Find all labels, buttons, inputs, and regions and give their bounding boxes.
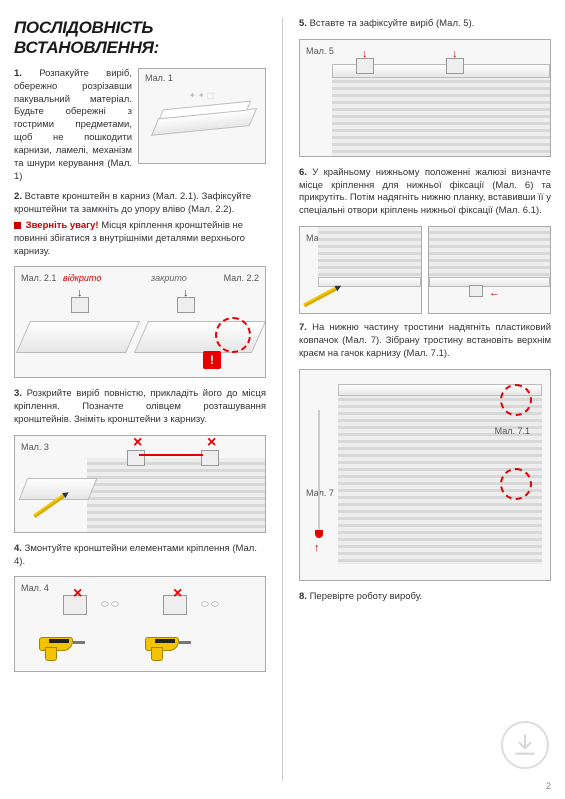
step-6-text: 6. У крайньому нижньому положенні жалюзі… — [299, 167, 551, 218]
alert-icon: ! — [203, 351, 221, 369]
step-7-body: На нижню частину тростини надягніть плас… — [299, 322, 551, 359]
step-1-num: 1. — [14, 68, 22, 79]
bracket-3a — [127, 450, 145, 466]
step-8: 8. Перевірте роботу виробу. — [299, 591, 551, 604]
detail-71b — [500, 468, 532, 500]
blinds-slats — [87, 458, 265, 532]
arrow-down-1: ↓ — [77, 287, 83, 299]
figure-6-row: Мал. 6 Мал. 6.1 ← — [299, 226, 551, 314]
step-3-num: 3. — [14, 388, 22, 399]
step-2-warning: Зверніть увагу! Місця кріплення кронштей… — [14, 220, 266, 258]
step-2: 2. Вставте кронштейн в карниз (Мал. 2.1)… — [14, 191, 266, 258]
left-column: ПОСЛІДОВНІСТЬ ВСТАНОВЛЕННЯ: 1. Розпакуйт… — [14, 18, 266, 781]
arrow-61: ← — [489, 287, 500, 299]
column-divider — [282, 18, 283, 781]
step-4-text: 4. Змонтуйте кронштейни елементами кріпл… — [14, 543, 266, 569]
red-line-1 — [139, 454, 203, 456]
figure-4-caption: Мал. 4 — [21, 583, 49, 593]
slats-5 — [332, 76, 550, 156]
detail-71a — [500, 384, 532, 416]
page-number: 2 — [546, 781, 551, 791]
figure-22-caption: Мал. 2.2 — [224, 273, 259, 283]
figure-3-caption: Мал. 3 — [21, 442, 49, 452]
small-parts: ✦ ✦ ⬚ — [189, 91, 214, 100]
download-icon — [512, 732, 538, 758]
open-label: відкрито — [63, 273, 101, 283]
step-6: 6. У крайньому нижньому положенні жалюзі… — [299, 167, 551, 218]
step-2-body: Вставте кронштейн в карниз (Мал. 2.1). З… — [14, 191, 251, 215]
drill-icon-1 — [39, 631, 85, 653]
instruction-page: ПОСЛІДОВНІСТЬ ВСТАНОВЛЕННЯ: 1. Розпакуйт… — [0, 0, 565, 799]
bottomrail-61 — [429, 277, 550, 287]
step-1-text: 1. Розпакуйте виріб, обережно розрізавши… — [14, 68, 132, 183]
closed-label: закрито — [151, 273, 187, 283]
figure-3: Мал. 3 × × — [14, 435, 266, 533]
bracket-2 — [177, 297, 195, 313]
arrow-7: ↑ — [314, 542, 320, 554]
step-8-body: Перевірте роботу виробу. — [310, 591, 423, 602]
figure-4: Мал. 4 ⬭ ⬭ ⬭ ⬭ × × — [14, 576, 266, 672]
figure-1: Мал. 1 ✦ ✦ ⬚ — [138, 68, 266, 164]
step-7-text: 7. На нижню частину тростини надягніть п… — [299, 322, 551, 360]
figure-61: Мал. 6.1 ← — [428, 226, 551, 314]
step-2-num: 2. — [14, 191, 22, 202]
figure-1-caption: Мал. 1 — [145, 73, 173, 83]
warn-label: Зверніть увагу! — [26, 220, 99, 231]
slats-61 — [429, 227, 550, 279]
step-3-text: 3. Розкрийте виріб повністю, прикладіть … — [14, 388, 266, 426]
step-1-body: Розпакуйте виріб, обережно розрізавши па… — [14, 68, 132, 182]
step-1: 1. Розпакуйте виріб, обережно розрізавши… — [14, 68, 266, 183]
figure-5-caption: Мал. 5 — [306, 46, 334, 56]
bracket-3b — [201, 450, 219, 466]
step-7: 7. На нижню частину тростини надягніть п… — [299, 322, 551, 360]
figure-2: Мал. 2.1 відкрито закрито Мал. 2.2 ! ↓ ↓ — [14, 266, 266, 378]
step-8-text: 8. Перевірте роботу виробу. — [299, 591, 551, 604]
rail-left — [16, 321, 140, 353]
download-watermark — [501, 721, 549, 769]
wand-cap — [315, 530, 323, 538]
x-mark-2: × — [207, 435, 216, 452]
figure-5: Мал. 5 ↓ ↓ — [299, 39, 551, 157]
x-mark-1: × — [133, 435, 142, 452]
dowel-1: ⬭ ⬭ — [101, 599, 119, 610]
figure-6: Мал. 6 — [299, 226, 422, 314]
bracket-1 — [71, 297, 89, 313]
dowel-2: ⬭ ⬭ — [201, 599, 219, 610]
step-8-num: 8. — [299, 591, 307, 602]
slats-6 — [318, 227, 421, 279]
arrow-down-2: ↓ — [183, 287, 189, 299]
step-3-body: Розкрийте виріб повністю, прикладіть йог… — [14, 388, 266, 425]
wand — [318, 410, 320, 530]
step-4: 4. Змонтуйте кронштейни елементами кріпл… — [14, 543, 266, 569]
step-5-num: 5. — [299, 18, 307, 29]
bracket-5b — [446, 58, 464, 74]
arrow-5b: ↓ — [452, 48, 458, 60]
arrow-5a: ↓ — [362, 48, 368, 60]
warning-icon — [14, 222, 21, 229]
step-5-body: Вставте та зафіксуйте виріб (Мал. 5). — [310, 18, 475, 29]
step-7-num: 7. — [299, 322, 307, 333]
figure-7: Мал. 7 Мал. 7.1 ↑ — [299, 369, 551, 581]
figure-21-caption: Мал. 2.1 — [21, 273, 56, 283]
step-4-num: 4. — [14, 543, 22, 554]
step-6-num: 6. — [299, 167, 307, 178]
step-6-body: У крайньому нижньому положенні жалюзі ви… — [299, 167, 551, 216]
drill-icon-2 — [145, 631, 191, 653]
x-mark-4a: × — [73, 585, 82, 603]
figure-71-caption: Мал. 7.1 — [495, 426, 530, 436]
step-5: 5. Вставте та зафіксуйте виріб (Мал. 5). — [299, 18, 551, 31]
step-3: 3. Розкрийте виріб повністю, прикладіть … — [14, 388, 266, 426]
page-title: ПОСЛІДОВНІСТЬ ВСТАНОВЛЕННЯ: — [14, 18, 266, 58]
right-column: 5. Вставте та зафіксуйте виріб (Мал. 5).… — [299, 18, 551, 781]
step-2-text: 2. Вставте кронштейн в карниз (Мал. 2.1)… — [14, 191, 266, 217]
step-5-text: 5. Вставте та зафіксуйте виріб (Мал. 5). — [299, 18, 551, 31]
x-mark-4b: × — [173, 585, 182, 603]
step-4-body: Змонтуйте кронштейни елементами кріпленн… — [14, 543, 257, 567]
bracket-5a — [356, 58, 374, 74]
clip-61 — [469, 285, 483, 297]
pencil-6 — [303, 287, 337, 307]
